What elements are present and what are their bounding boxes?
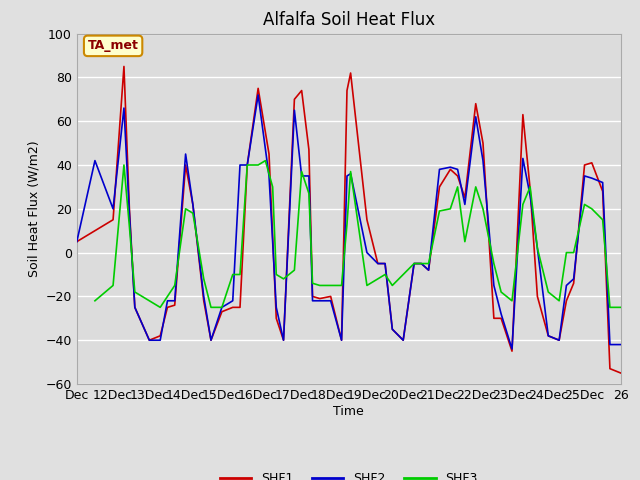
Text: TA_met: TA_met bbox=[88, 39, 138, 52]
SHF1 bbox=[120, 63, 128, 69]
SHF2 bbox=[254, 92, 262, 98]
SHF1 bbox=[280, 337, 287, 343]
SHF1 bbox=[73, 239, 81, 244]
SHF2 bbox=[243, 162, 251, 168]
Line: SHF3: SHF3 bbox=[95, 161, 621, 307]
SHF3 bbox=[200, 276, 207, 282]
X-axis label: Time: Time bbox=[333, 405, 364, 418]
SHF3 bbox=[291, 267, 298, 273]
Legend: SHF1, SHF2, SHF3: SHF1, SHF2, SHF3 bbox=[214, 468, 483, 480]
SHF1 bbox=[617, 370, 625, 376]
SHF1 bbox=[425, 267, 433, 273]
SHF3 bbox=[436, 208, 444, 214]
SHF2 bbox=[73, 239, 81, 244]
Line: SHF1: SHF1 bbox=[77, 66, 621, 373]
SHF2 bbox=[425, 267, 433, 273]
SHF2 bbox=[617, 342, 625, 348]
SHF3 bbox=[156, 304, 164, 310]
SHF1 bbox=[236, 304, 244, 310]
SHF3 bbox=[243, 162, 251, 168]
SHF2 bbox=[508, 346, 516, 352]
SHF2 bbox=[229, 298, 237, 304]
SHF3 bbox=[280, 276, 287, 282]
Title: Alfalfa Soil Heat Flux: Alfalfa Soil Heat Flux bbox=[263, 11, 435, 29]
SHF1 bbox=[273, 315, 280, 321]
Line: SHF2: SHF2 bbox=[77, 95, 621, 349]
SHF2 bbox=[273, 304, 280, 310]
Y-axis label: Soil Heat Flux (W/m2): Soil Heat Flux (W/m2) bbox=[27, 141, 40, 277]
SHF3 bbox=[269, 184, 276, 190]
SHF2 bbox=[182, 151, 189, 157]
SHF3 bbox=[617, 304, 625, 310]
SHF3 bbox=[91, 298, 99, 304]
SHF3 bbox=[262, 158, 269, 164]
SHF1 bbox=[189, 202, 196, 207]
SHF1 bbox=[254, 85, 262, 91]
SHF2 bbox=[280, 337, 287, 343]
